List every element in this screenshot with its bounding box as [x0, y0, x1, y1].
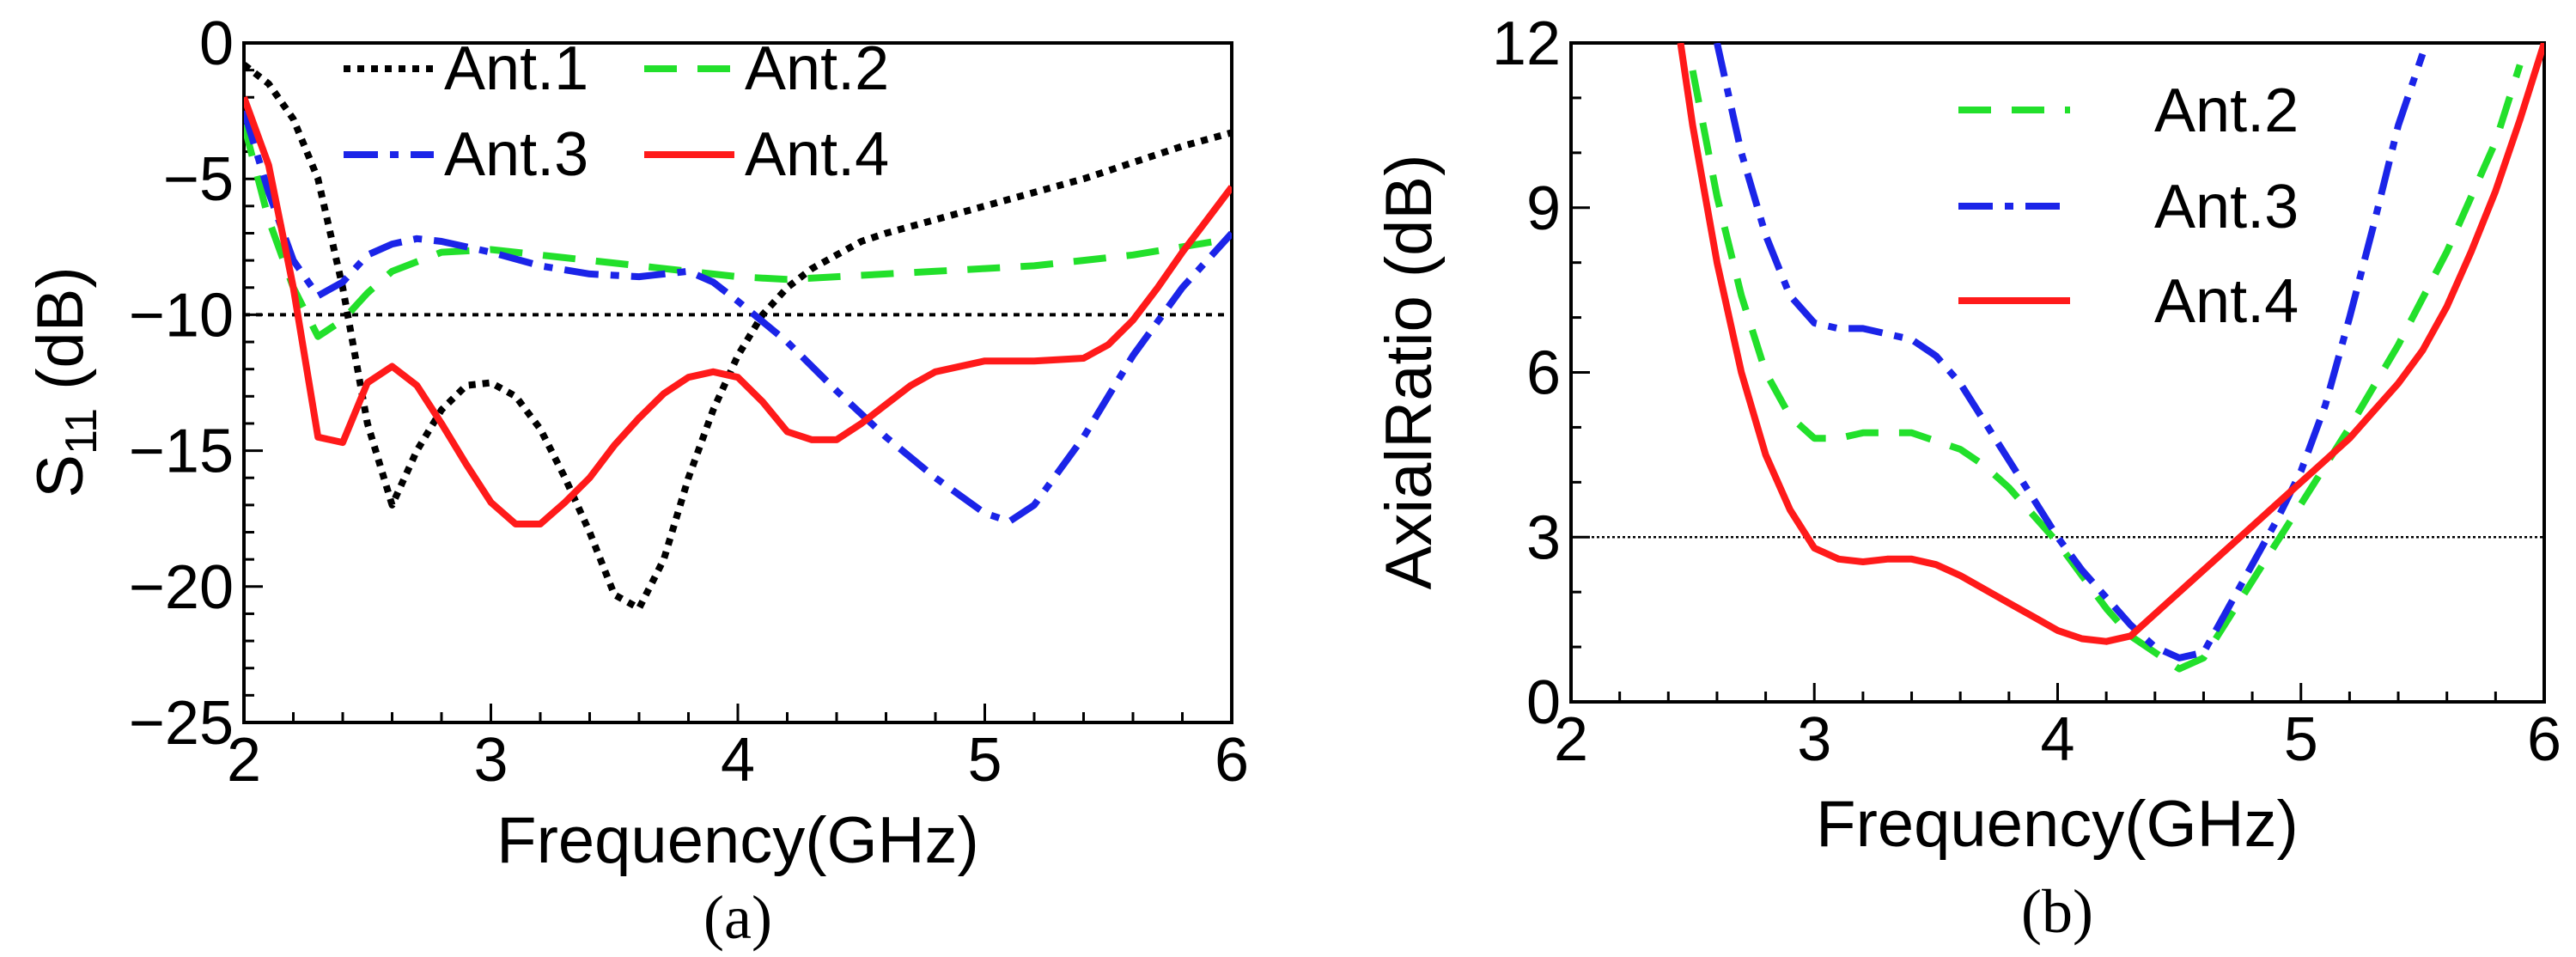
y-tick-label: −25 — [129, 689, 234, 758]
x-tick-label: 4 — [721, 726, 755, 795]
caption-a: (a) — [703, 883, 772, 952]
y-axis-label-subscript: 11 — [57, 408, 107, 454]
y-tick-label: 0 — [1526, 668, 1561, 737]
y-tick-label: 6 — [1526, 339, 1561, 408]
x-tick-label: 5 — [2284, 705, 2318, 774]
x-axis-label-a: Frequency(GHz) — [496, 804, 979, 877]
y-axis-label-unit: (dB) — [24, 266, 97, 408]
legend-label-ant3: Ant.3 — [444, 120, 588, 189]
y-axis-label-main: S — [24, 454, 97, 498]
legend-label-ant1: Ant.1 — [444, 34, 588, 103]
legend-label-b-ant4: Ant.4 — [2154, 267, 2299, 336]
legend-label-ant4: Ant.4 — [745, 120, 889, 189]
y-tick-label: −10 — [129, 281, 234, 350]
legend-item-b-ant3: Ant.3 — [1958, 173, 2299, 241]
x-tick-label: 3 — [1797, 705, 1831, 774]
x-tick-label: 2 — [1554, 705, 1588, 774]
legend-a: Ant.1 Ant.2 Ant.3 Ant.4 — [344, 34, 889, 189]
series-line-ant1 — [244, 62, 1232, 613]
series-line-ant2 — [1689, 64, 2524, 673]
y-tick-label: 0 — [199, 9, 234, 78]
y-tick-label: −15 — [129, 418, 234, 486]
y-tick-label: 3 — [1526, 503, 1561, 572]
series-line-ant4 — [244, 95, 1232, 527]
series-line-ant3 — [1714, 43, 2427, 661]
series-line-ant4 — [1677, 43, 2544, 645]
y-tick-label: 12 — [1492, 9, 1561, 78]
x-tick-label: 6 — [1215, 726, 1249, 795]
y-tick-label: −20 — [129, 553, 234, 622]
legend-b: Ant.2 Ant.3 Ant.4 — [1958, 76, 2299, 336]
x-tick-label: 4 — [2040, 705, 2074, 774]
y-tick-label: −5 — [163, 145, 234, 214]
x-tick-label: 5 — [967, 726, 1002, 795]
plot-frame-b — [1569, 41, 2546, 704]
legend-item-b-ant4: Ant.4 — [1958, 267, 2299, 336]
y-axis-label-a: S11 (dB) — [24, 266, 107, 497]
legend-item-ant1: Ant.1 — [344, 34, 588, 103]
series-line-ant3 — [244, 109, 1232, 525]
caption-b: (b) — [2021, 877, 2093, 946]
plot-frame-a — [242, 41, 1233, 724]
x-tick-label: 3 — [473, 726, 508, 795]
legend-item-ant2: Ant.2 — [644, 34, 889, 103]
legend-label-b-ant2: Ant.2 — [2154, 76, 2299, 145]
x-axis-label-b: Frequency(GHz) — [1816, 788, 2299, 861]
y-axis-label-b: AxialRatio (dB) — [1373, 155, 1446, 590]
legend-item-b-ant2: Ant.2 — [1958, 76, 2299, 145]
panel-b-axial-ratio-chart: 0 3 6 9 12 2 3 4 5 6 AxialRatio (dB) Frequency(GH… — [1373, 9, 2561, 946]
y-tick-label: 9 — [1526, 174, 1561, 243]
x-tick-label: 6 — [2527, 705, 2561, 774]
panel-a-s11-chart: 0 −5 −10 −15 −20 −252 3 4 5 6 S11 (dB) Frequency(… — [24, 9, 1249, 952]
x-tick-label: 2 — [227, 726, 261, 795]
series-line-ant2 — [244, 123, 1232, 340]
legend-label-b-ant3: Ant.3 — [2154, 173, 2299, 241]
legend-label-ant2: Ant.2 — [745, 34, 889, 103]
legend-item-ant3: Ant.3 — [344, 120, 588, 189]
legend-item-ant4: Ant.4 — [644, 120, 889, 189]
